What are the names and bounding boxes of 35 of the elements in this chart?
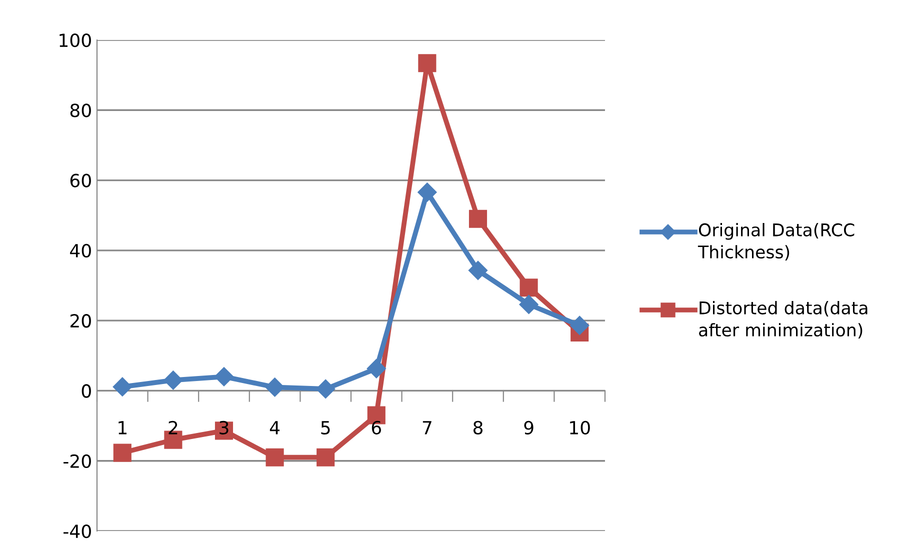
x-tick-label: 4: [270, 421, 280, 434]
point: [164, 370, 183, 390]
point: [520, 278, 538, 297]
y-tick-label: 20: [70, 314, 91, 328]
point: [468, 260, 488, 280]
x-tick-label: 5: [321, 421, 330, 434]
x-tick-label: 1: [118, 421, 126, 434]
y-tick-label: 60: [70, 174, 91, 188]
x-tick-label: 8: [473, 420, 483, 434]
legend-label: Original Data(RCC Thickness): [698, 223, 854, 261]
point: [418, 54, 436, 72]
point: [519, 294, 538, 314]
point: [468, 210, 488, 228]
x-tick-label: 9: [524, 420, 534, 434]
x-tick-label: 3: [220, 420, 228, 434]
point: [316, 379, 336, 398]
y-tick-label: 0: [82, 384, 91, 398]
x-tick-label: 10: [570, 420, 590, 434]
point: [266, 448, 284, 466]
point: [366, 359, 386, 378]
y-tick-label: -40: [64, 524, 91, 538]
y-tick-label: 40: [70, 244, 91, 258]
y-tick-label: 80: [70, 104, 91, 118]
point: [265, 378, 284, 397]
y-tick-label: -20: [64, 454, 91, 468]
x-tick-label: 6: [372, 420, 382, 434]
point: [214, 367, 234, 386]
y-tick-label: 100: [60, 33, 91, 48]
point: [112, 377, 132, 396]
legend-label: Distorted data(data after minimization): [699, 301, 868, 339]
point: [418, 182, 437, 202]
point: [316, 448, 335, 466]
point: [570, 316, 590, 336]
point: [113, 444, 132, 462]
x-tick-label: 7: [422, 421, 432, 434]
